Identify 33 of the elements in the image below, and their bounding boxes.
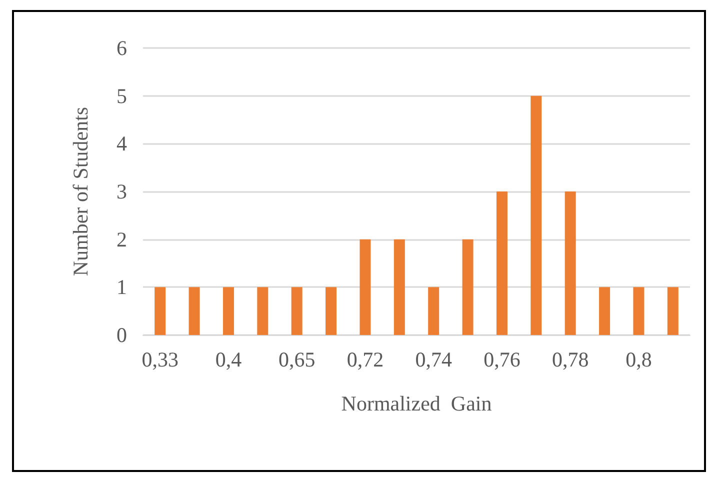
x-tick-label: 0,8 — [626, 348, 652, 372]
bar — [633, 287, 644, 335]
bar — [599, 287, 610, 335]
bar — [154, 287, 166, 335]
bar — [257, 287, 268, 335]
bar — [564, 192, 576, 335]
y-axis-title: Number of Students — [68, 106, 92, 276]
bar — [326, 287, 337, 335]
bar — [530, 96, 542, 335]
y-tick-label: 5 — [116, 84, 127, 108]
bar — [496, 192, 508, 335]
x-tick-label: 0,4 — [215, 348, 242, 372]
y-tick-label: 4 — [116, 132, 128, 156]
x-tick-label: 0,33 — [142, 348, 178, 372]
y-tick-label: 0 — [116, 323, 127, 347]
y-tick-label: 2 — [116, 227, 127, 252]
bar — [667, 287, 678, 335]
bar — [428, 287, 440, 335]
y-tick-label: 3 — [116, 180, 127, 204]
x-tick-label: 0,72 — [346, 348, 384, 372]
x-tick-label: 0,65 — [278, 348, 316, 372]
bar — [188, 287, 200, 335]
x-tick-label: 0,78 — [552, 348, 589, 372]
bar — [291, 287, 302, 335]
x-tick-label: 0,74 — [415, 348, 452, 372]
bar — [394, 239, 405, 335]
bar — [360, 239, 371, 335]
y-tick-label: 6 — [116, 36, 127, 60]
bar — [222, 287, 234, 335]
bar — [462, 239, 474, 335]
x-tick-label: 0,76 — [484, 348, 520, 372]
x-axis-title: Normalized Gain — [341, 392, 492, 416]
y-tick-label: 1 — [116, 275, 127, 300]
